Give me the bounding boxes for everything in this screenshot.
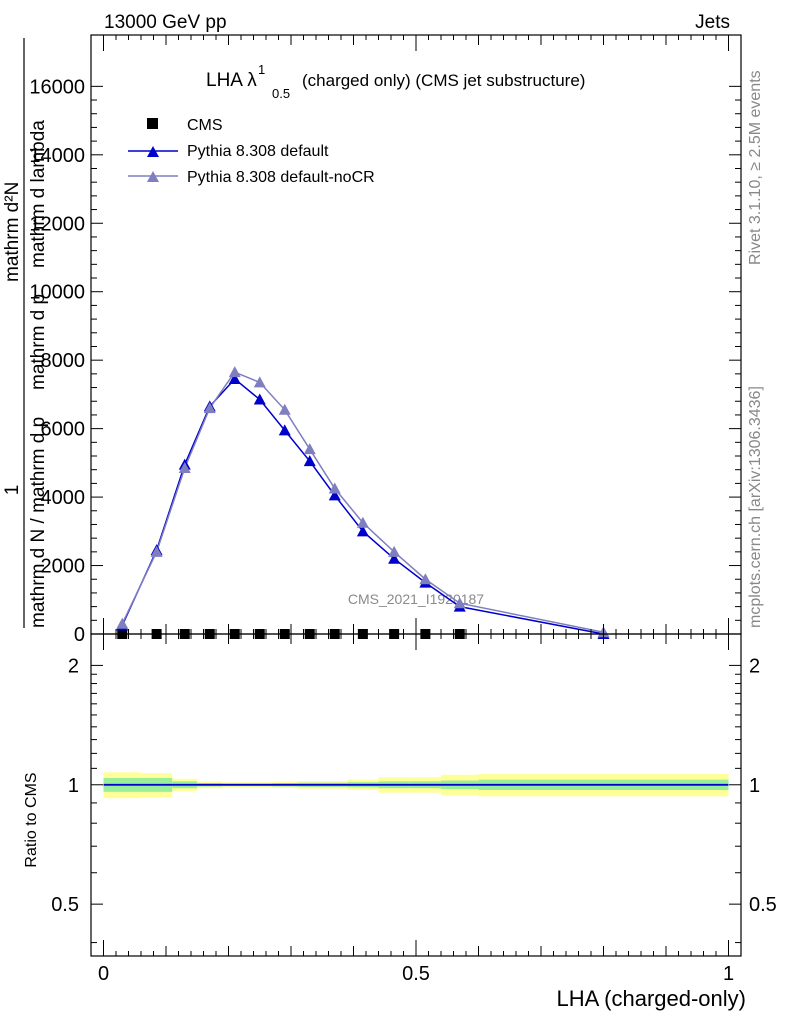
data-point-triangle bbox=[228, 372, 241, 384]
data-point-triangle bbox=[253, 376, 266, 388]
data-point-triangle bbox=[328, 489, 341, 501]
x-tick-label: 0.5 bbox=[402, 963, 430, 985]
legend-cms-marker bbox=[147, 118, 158, 129]
main-panel: 0 2000 4000 6000 8000 10000 12000 14000 16000 CM… bbox=[29, 34, 742, 646]
y-tick-label: 10000 bbox=[29, 282, 85, 304]
plot-title-main: LHA λ bbox=[206, 70, 257, 91]
data-point-triangle bbox=[388, 545, 401, 557]
legend-default-marker bbox=[147, 146, 159, 157]
ratio-y-tick-label-right: 2 bbox=[749, 655, 760, 677]
ratio-frame bbox=[90, 633, 742, 957]
y-tick-label: 8000 bbox=[41, 350, 86, 372]
plot-title-subscript: 0.5 bbox=[272, 86, 290, 101]
ratio-panel: 0.5 0.51 12 2 0 0.5 1 Ratio to CMS bbox=[23, 35, 777, 985]
data-point-triangle bbox=[303, 443, 316, 455]
x-axis-label: LHA (charged-only) bbox=[556, 986, 746, 1011]
legend: CMS Pythia 8.308 default Pythia 8.308 de… bbox=[128, 117, 375, 186]
ratio-y-tick-label-right: 0.5 bbox=[749, 894, 777, 916]
rivet-label: Rivet 3.1.10, ≥ 2.5M events bbox=[747, 70, 764, 265]
ratio-y-axis-label: Ratio to CMS bbox=[23, 772, 40, 867]
ylabel-overlay-numerator: mathrm d²N bbox=[2, 182, 23, 282]
y-tick-label: 6000 bbox=[41, 419, 86, 441]
data-point-triangle bbox=[178, 461, 191, 473]
legend-nocr-marker bbox=[147, 171, 159, 182]
main-y-axis: 0 2000 4000 6000 8000 10000 12000 14000 16000 bbox=[29, 76, 741, 646]
legend-nocr-label: Pythia 8.308 default-noCR bbox=[187, 169, 375, 186]
y-tick-label: 4000 bbox=[41, 487, 86, 509]
data-point-triangle bbox=[356, 516, 369, 528]
data-point-triangle bbox=[453, 597, 466, 609]
data-point-triangle bbox=[116, 617, 129, 629]
mcplots-label: mcplots.cern.ch [arXiv:1306.3436] bbox=[747, 386, 764, 628]
y-tick-label: 14000 bbox=[29, 145, 85, 167]
data-point-triangle bbox=[356, 525, 369, 537]
series-line-1 bbox=[121, 377, 604, 635]
ylabel-overlay-denominator: mathrm d p bbox=[28, 294, 49, 390]
legend-default-label: Pythia 8.308 default bbox=[187, 143, 329, 160]
data-point-triangle bbox=[278, 403, 291, 415]
data-point-triangle bbox=[328, 482, 341, 494]
series-line-2 bbox=[121, 371, 604, 634]
data-point-triangle bbox=[150, 545, 163, 557]
x-axis: 0 0.5 1 bbox=[98, 35, 734, 985]
data-point-triangle bbox=[253, 393, 266, 405]
plot-title-superscript: 1 bbox=[258, 62, 265, 77]
ratio-y-tick-label: 1 bbox=[68, 775, 79, 797]
y-tick-label: 16000 bbox=[29, 76, 85, 98]
series-lines bbox=[121, 371, 604, 635]
data-point-triangle bbox=[388, 552, 401, 564]
ratio-y-tick-label-right: 1 bbox=[749, 775, 760, 797]
ratio-y-tick-label: 2 bbox=[68, 655, 79, 677]
y-tick-label: 2000 bbox=[41, 556, 86, 578]
ratio-y-axis: 0.5 0.5 1 1 2 2 bbox=[51, 655, 777, 944]
plot-title: LHA λ bbox=[206, 70, 257, 91]
main-y-axis-label: 1 mathrm d N / mathrm d p mathrm d²N mat… bbox=[2, 38, 49, 628]
ratio-y-tick-label: 0.5 bbox=[51, 894, 79, 916]
y-tick-label: 0 bbox=[74, 624, 85, 646]
data-point-triangle bbox=[419, 573, 432, 585]
ylabel-overlay-denominator-extra: mathrm d lambda bbox=[28, 120, 49, 268]
process-label: Jets bbox=[695, 12, 730, 33]
ylabel-numerator: 1 bbox=[2, 485, 23, 496]
data-point-triangle bbox=[203, 402, 216, 414]
plot-title-suffix: (charged only) (CMS jet substructure) bbox=[302, 71, 585, 90]
ylabel-denominator: mathrm d N / mathrm d p bbox=[28, 417, 49, 628]
data-point-triangle bbox=[303, 455, 316, 467]
data-point-triangle bbox=[228, 366, 241, 378]
y-tick-label: 12000 bbox=[29, 213, 85, 235]
legend-cms-label: CMS bbox=[187, 117, 223, 134]
energy-label: 13000 GeV pp bbox=[104, 12, 227, 33]
x-tick-label: 0 bbox=[98, 963, 109, 985]
x-tick-label: 1 bbox=[723, 963, 734, 985]
analysis-watermark: CMS_2021_I1920187 bbox=[348, 591, 484, 607]
data-point-triangle bbox=[278, 424, 291, 436]
